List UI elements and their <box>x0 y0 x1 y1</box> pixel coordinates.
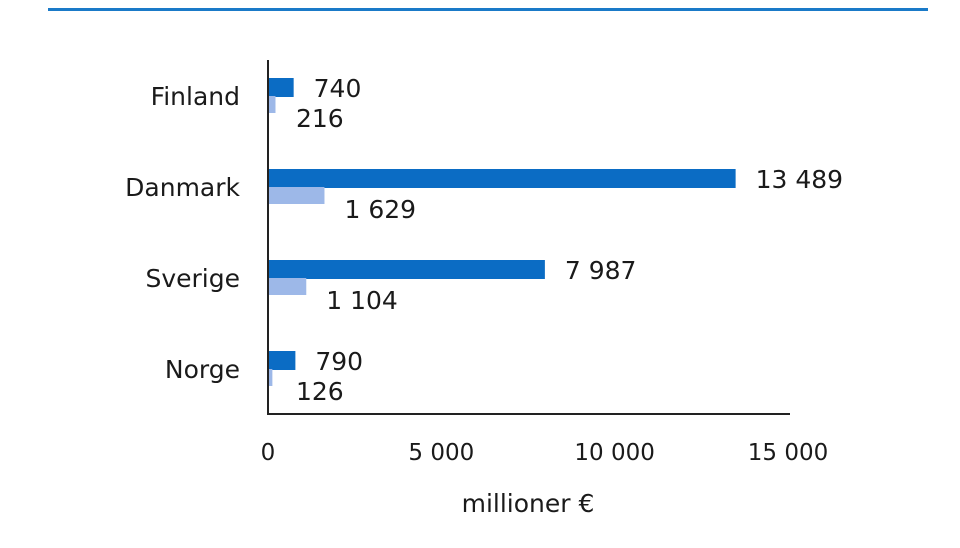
value-label-danmark-series-1: 13 489 <box>756 165 843 194</box>
value-label-norge-series-2: 126 <box>296 377 344 406</box>
x-tick-label: 0 <box>261 440 276 466</box>
bar-norge-series-2 <box>269 369 273 386</box>
bar-sverige-series-1 <box>269 260 545 279</box>
value-label-danmark-series-2: 1 629 <box>344 195 416 224</box>
bar-danmark-series-1 <box>269 169 736 188</box>
x-tick-labels: 0 5 000 10 000 15 000 <box>261 440 829 466</box>
value-label-sverige-series-1: 7 987 <box>565 256 637 285</box>
bar-norge-series-1 <box>269 351 296 370</box>
category-labels: Finland Danmark Sverige Norge <box>125 82 240 384</box>
category-label-sverige: Sverige <box>145 264 240 293</box>
axes <box>267 60 790 415</box>
bars <box>269 78 736 386</box>
x-tick-label: 15 000 <box>748 440 828 466</box>
category-label-norge: Norge <box>165 355 240 384</box>
value-label-norge-series-1: 790 <box>315 347 363 376</box>
category-label-finland: Finland <box>151 82 240 111</box>
x-tick-label: 5 000 <box>408 440 474 466</box>
bar-finland-series-1 <box>269 78 294 97</box>
header-rule-line <box>48 8 928 11</box>
value-label-finland-series-2: 216 <box>296 104 344 133</box>
bar-finland-series-2 <box>269 96 276 113</box>
x-tick-label: 10 000 <box>574 440 654 466</box>
x-axis-title: millioner € <box>462 489 595 518</box>
header-rule <box>48 8 928 11</box>
bar-danmark-series-2 <box>269 187 325 204</box>
value-label-sverige-series-2: 1 104 <box>326 286 398 315</box>
category-label-danmark: Danmark <box>125 173 240 202</box>
value-label-finland-series-1: 740 <box>314 74 362 103</box>
bar-sverige-series-2 <box>269 278 307 295</box>
